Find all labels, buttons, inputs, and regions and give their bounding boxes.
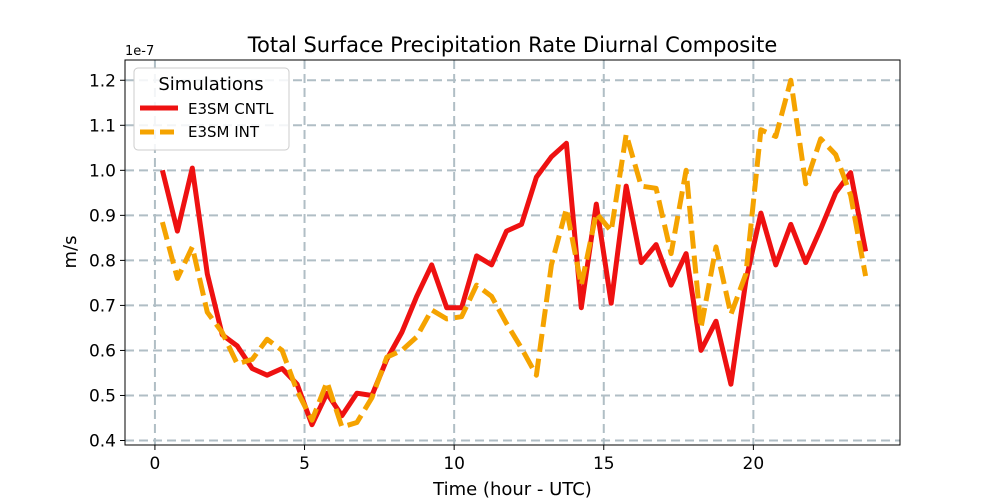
y-tick-label: 0.4: [89, 431, 116, 451]
x-tick-label: 20: [743, 454, 765, 474]
legend-label-e3sm-cntl: E3SM CNTL: [188, 100, 274, 118]
x-axis-label: Time (hour - UTC): [432, 479, 592, 500]
y-tick-label: 0.9: [89, 206, 116, 226]
y-tick-label: 1.1: [89, 116, 116, 136]
chart-title: Total Surface Precipitation Rate Diurnal…: [247, 33, 778, 57]
legend-title: Simulations: [158, 74, 263, 95]
x-tick-label: 0: [150, 454, 161, 474]
x-tick-label: 5: [299, 454, 310, 474]
y-tick-label: 0.8: [89, 251, 116, 271]
y-tick-label: 0.5: [89, 386, 116, 406]
x-tick-label: 10: [443, 454, 465, 474]
y-tick-label: 1.0: [89, 161, 116, 181]
y-axis: 0.4 0.5 0.6 0.7 0.8 0.9 1.0 1.1 1.2: [89, 71, 125, 451]
x-tick-label: 15: [593, 454, 615, 474]
series-lines: [159, 77, 869, 430]
series-line-e3sm-int: [159, 77, 869, 430]
legend-label-e3sm-int: E3SM INT: [188, 123, 260, 141]
y-tick-label: 0.6: [89, 341, 116, 361]
y-tick-label: 1.2: [89, 71, 116, 91]
y-axis-offset-label: 1e-7: [125, 44, 154, 59]
x-axis: 0 5 10 15 20: [150, 445, 765, 474]
grid: [125, 60, 900, 445]
plot-frame: [124, 59, 901, 446]
series-line-e3sm-cntl: [159, 140, 869, 428]
y-axis-label: m/s: [60, 236, 81, 269]
legend: Simulations E3SM CNTL E3SM INT: [133, 67, 290, 151]
y-tick-label: 0.7: [89, 296, 116, 316]
